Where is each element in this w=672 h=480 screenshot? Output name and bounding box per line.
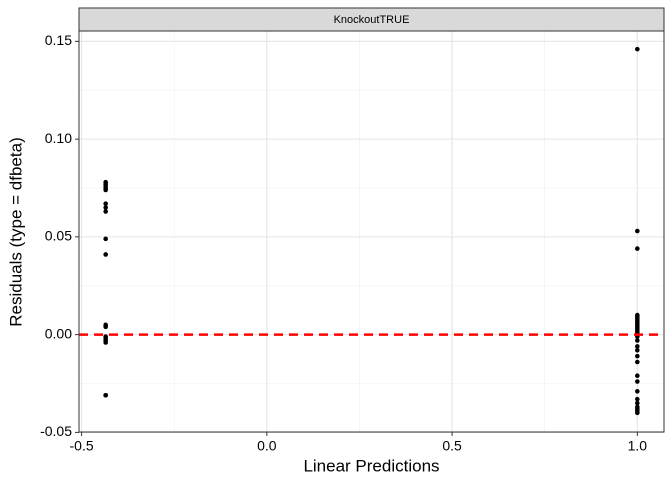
- point: [635, 347, 640, 353]
- y-tick-label: 0.00: [45, 325, 72, 341]
- point: [635, 344, 640, 349]
- point: [635, 379, 640, 384]
- point: [103, 324, 108, 330]
- x-axis-label: Linear Predictions: [303, 456, 439, 475]
- point: [635, 410, 640, 416]
- y-tick-label: -0.05: [40, 423, 72, 439]
- facet-strip: [78, 7, 665, 32]
- y-tick-label: 0.10: [45, 130, 72, 146]
- facet-label: KnockoutTRUE: [334, 14, 410, 26]
- y-axis-label: Residuals (type = dfbeta): [6, 137, 25, 326]
- panel: [79, 31, 664, 432]
- x-tick-label: 0.5: [442, 438, 462, 454]
- x-tick-label: 1.0: [628, 438, 648, 454]
- point: [103, 236, 108, 242]
- point: [103, 201, 108, 206]
- point: [635, 359, 640, 365]
- point: [103, 209, 108, 214]
- point: [103, 187, 108, 193]
- point: [103, 252, 108, 257]
- point: [103, 392, 108, 398]
- point: [635, 246, 640, 251]
- point: [635, 338, 640, 343]
- x-tick-label: -0.5: [70, 438, 94, 454]
- point: [635, 353, 640, 359]
- y-tick-label: 0.05: [45, 228, 72, 244]
- point: [635, 396, 640, 402]
- point: [635, 400, 640, 406]
- x-tick-label: 0.0: [257, 438, 277, 454]
- point: [635, 389, 640, 394]
- y-tick-label: 0.15: [45, 32, 72, 48]
- point: [103, 340, 108, 345]
- point: [635, 46, 640, 52]
- point: [635, 373, 640, 378]
- point: [635, 228, 640, 234]
- point: [103, 205, 108, 210]
